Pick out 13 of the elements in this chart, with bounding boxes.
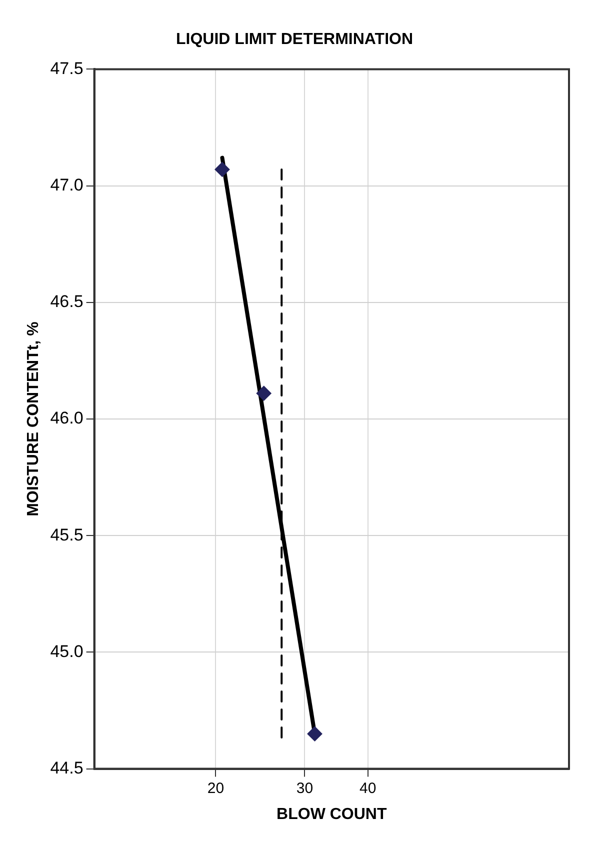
y-tick-label: 44.5 <box>50 758 84 778</box>
x-tick-label: 30 <box>296 780 314 797</box>
y-tick-label: 47.0 <box>50 175 84 194</box>
x-tick-label: 40 <box>360 780 376 797</box>
y-tick-label: 46.0 <box>50 408 84 428</box>
x-tick-label: 20 <box>207 780 224 797</box>
x-axis-title: BLOW COUNT <box>276 806 387 823</box>
y-tick-label: 45.0 <box>50 642 84 661</box>
y-tick-label: 45.5 <box>50 525 84 544</box>
y-tick-label: 47.5 <box>50 58 84 78</box>
y-axis-title: MOISTURE CONTENTt, % <box>25 322 42 516</box>
chart-title: LIQUID LIMIT DETERMINATION <box>176 31 414 48</box>
y-tick-label: 46.5 <box>50 292 84 312</box>
